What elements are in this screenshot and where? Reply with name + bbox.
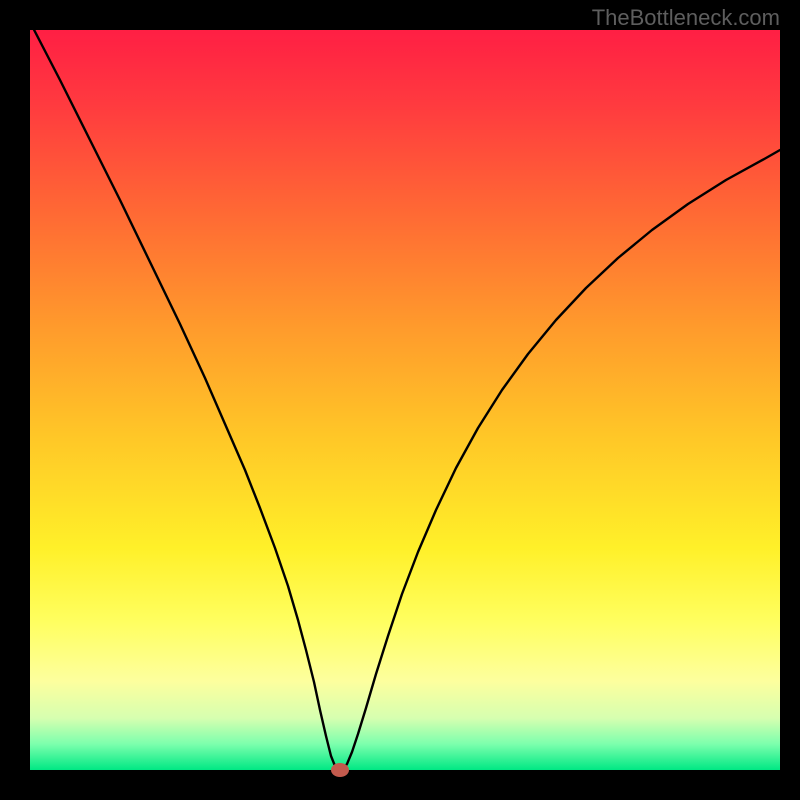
chart-curve-layer [0, 0, 800, 800]
bottleneck-curve [30, 22, 780, 770]
optimum-marker [331, 763, 349, 777]
watermark-text: TheBottleneck.com [592, 5, 780, 31]
chart-root: TheBottleneck.com [0, 0, 800, 800]
